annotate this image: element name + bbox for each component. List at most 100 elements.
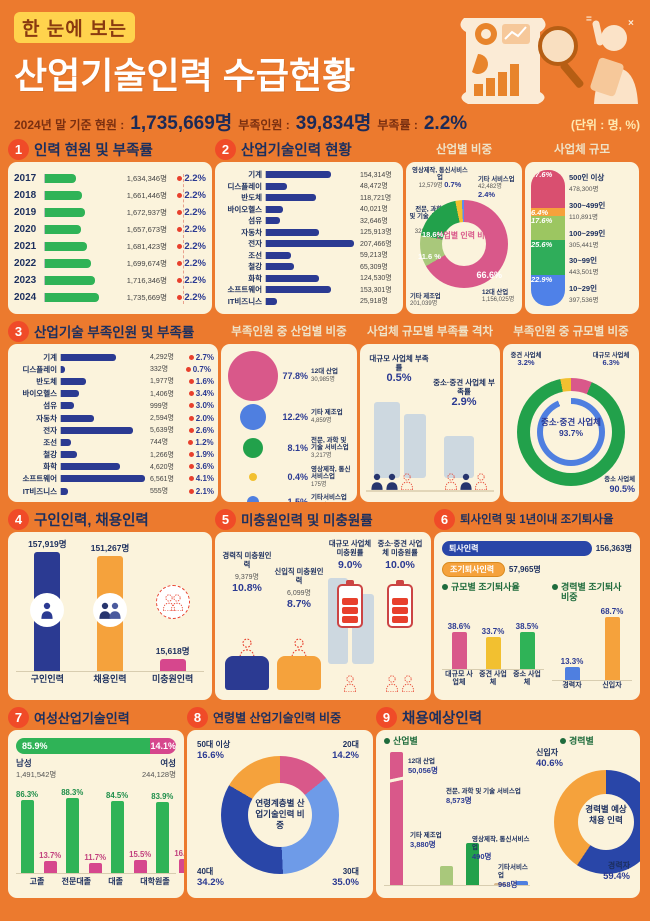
shortage-bar [61, 426, 134, 434]
shortage-bar [61, 487, 69, 495]
rate-dot-icon [177, 244, 183, 249]
shortage-industry-share-title: 부족인원 중 산업별 비중 [231, 326, 347, 338]
headcount-value: 1,699,674명 [126, 259, 167, 268]
row3-headers: 4 구인인력, 채용인력 5 미충원인력 및 미충원률 6 퇴사인력 및 1년이… [8, 506, 642, 532]
stack-segment: 22.9% [531, 274, 565, 306]
donut-center-label: 연령계층별 산업기술인력 비중 [255, 798, 305, 831]
donut-label-media: 영상제작, 통신서비스업 12,579명 0.7% [412, 167, 468, 190]
size-value: 443,501명 [569, 269, 599, 277]
early-leavers-value: 57,965명 [508, 564, 541, 574]
size-value: 110,891명 [569, 213, 598, 221]
panel-age-share: 50대 이상 16.6% 20대 14.2% 연령계층별 산업기술인력 비중 40대… [187, 730, 373, 898]
bubble-mfg [240, 404, 266, 430]
size-name: 500인 이상 [569, 173, 605, 182]
table-row: 반도체 1,977명 1.6% [36, 376, 214, 386]
size-value: 397,536명 [569, 297, 599, 304]
bullet-icon [442, 584, 448, 590]
headcount-bar [45, 174, 76, 183]
svg-text:×: × [628, 18, 634, 29]
section2-header: 2 산업기술인력 현황 [215, 138, 403, 160]
section4-header: 4 구인인력, 채용인력 [8, 508, 212, 530]
panel-hiring-forecast: 산업별 경력별 12대 산업 50,056명 전문, 과학 및 기술 서비스업 8,… [376, 730, 640, 898]
table-row: 전자 5,639명 2.6% [43, 425, 214, 435]
rate-dot-icon [177, 278, 183, 283]
small-company-label: 중소 사업체 90.5% [604, 476, 635, 494]
industry-share-title: 산업별 비중 [435, 144, 493, 156]
section5-title: 미충원인력 및 미충원률 [241, 513, 373, 528]
battery-icon [387, 580, 413, 628]
headcount-value: 1,672,937명 [126, 208, 167, 217]
industry-bar [266, 251, 292, 259]
section6-badge: 6 [434, 508, 455, 530]
headcount-bar [45, 259, 91, 268]
bubble-main [228, 351, 278, 401]
male-value: 1,491,542명 [16, 770, 57, 779]
industry-value: 124,530명 [360, 275, 392, 283]
section8-badge: 8 [187, 706, 208, 728]
industry-label: 전자 [248, 239, 262, 249]
section8-title: 연령별 산업기술인력 비중 [213, 710, 342, 725]
panel-unfilled: 경력직 미충원인력 9,379명 10.8% 신입직 미충원인력 6,099명 … [215, 532, 431, 700]
industry-bar [266, 286, 331, 294]
donut-label-mfg: 기타 제조업 201,039명 [410, 292, 441, 308]
main-industries-label: 12대 산업 50,056명 [408, 758, 438, 776]
header-stats: 2024년 말 기준 현원 : 1,735,669명 부족인원 : 39,834… [14, 108, 640, 135]
industry-label: 반도체 [241, 193, 262, 203]
industry-label: 섬유 [248, 216, 262, 226]
leavers-row: 퇴사인력 156,363명 [442, 539, 632, 557]
year-label: 2019 [14, 207, 37, 218]
panel-size-gap: 대규모 사업체 부족률 0.5% 중소·중견 사업체 부족률 2.9% [360, 344, 500, 502]
panel-women: 85.9% 14.1% 남성 1,491,542명 여성 244,128명 86.3… [8, 730, 184, 898]
rate-dot-icon [177, 261, 183, 266]
table-row: 2021 1,681,423명 2.2% [14, 238, 206, 255]
shortage-bar [61, 451, 78, 459]
media-label: 영상제작, 통신서비스업 490명 [472, 836, 530, 861]
headcount-value: 1,634,346명 [126, 174, 167, 183]
bubble-sci [243, 438, 263, 458]
section8-header: 8 연령별 산업기술인력 비중 [187, 706, 373, 728]
section2-badge: 2 [215, 138, 236, 160]
stack-segment: 27.6% [531, 170, 565, 208]
panel-headcount-trend: 2017 1,634,346명 2.2% 2018 1,661,446명 2.2% 20… [8, 162, 212, 314]
size-stacked-bar: 27.6% 6.4% 17.6% 25.6% 22.9% [531, 170, 565, 306]
table-row: 2017 1,634,346명 2.2% [14, 170, 206, 187]
shortage-rate: 2.2% [184, 241, 206, 252]
section1-header: 1 인력 현원 및 부족률 [8, 138, 212, 160]
panel-company-size: 27.6% 6.4% 17.6% 25.6% 22.9% 500인 이상 478,… [525, 162, 639, 314]
headcount-bar [45, 225, 82, 234]
table-row: 조선 744명 1.2% [43, 437, 214, 447]
podium [277, 656, 321, 690]
age-30-label: 30대 35.0% [332, 867, 359, 888]
magnifier-icon [538, 26, 578, 66]
industry-value: 153,301명 [360, 286, 392, 294]
section7-header: 7 여성산업기술인력 [8, 706, 184, 728]
table-row: 바이오헬스 40,021명 [217, 204, 398, 216]
male-edu-bar [110, 801, 124, 873]
size-value: 305,441명 [569, 241, 599, 249]
size-name: 10~29인 [569, 284, 597, 293]
industry-value: 48,472명 [360, 183, 388, 191]
section3-header: 3 산업기술 부족인원 및 부족률 [8, 320, 218, 342]
section1-badge: 1 [8, 138, 29, 160]
bar-name: 채용인력 [93, 674, 127, 684]
size-labels: 500인 이상 478,300명 300~499인 110,891명 100~299… [569, 170, 635, 306]
table-row: 2019 1,672,937명 2.2% [14, 204, 206, 221]
pct-sci: 18.6% [422, 230, 444, 239]
section9-badge: 9 [376, 706, 397, 728]
rate-bar [519, 631, 535, 670]
shortage-rate: 2.2% [184, 258, 206, 269]
table-row: 섬유 32,646명 [217, 215, 398, 227]
industry-label: 소프트웨어 [227, 285, 263, 295]
pct-main: 66.6% [476, 270, 502, 280]
rate-bar [564, 666, 580, 680]
donut-center-label: 산업별 인력 비중 [436, 231, 492, 240]
table-row: 화학 4,620명 3.6% [43, 462, 214, 472]
industry-label: IT비즈니스 [227, 296, 262, 306]
table-row: 섬유 999명 3.0% [43, 401, 214, 411]
gender-split-bar: 85.9% 14.1% [16, 738, 176, 754]
table-row: 바이오헬스 1,406명 3.4% [22, 389, 215, 399]
table-row: 철강 1,266명 1.9% [43, 450, 214, 460]
shortage-size-donut: 중소·중견 사업체 93.7% [517, 378, 625, 486]
panel-shortage-size-donut: 중견 사업체 3.2% 대규모 사업체 6.3% 중소·중견 사업체 93.7% 중… [503, 344, 639, 502]
industry-label: 화학 [248, 273, 262, 283]
